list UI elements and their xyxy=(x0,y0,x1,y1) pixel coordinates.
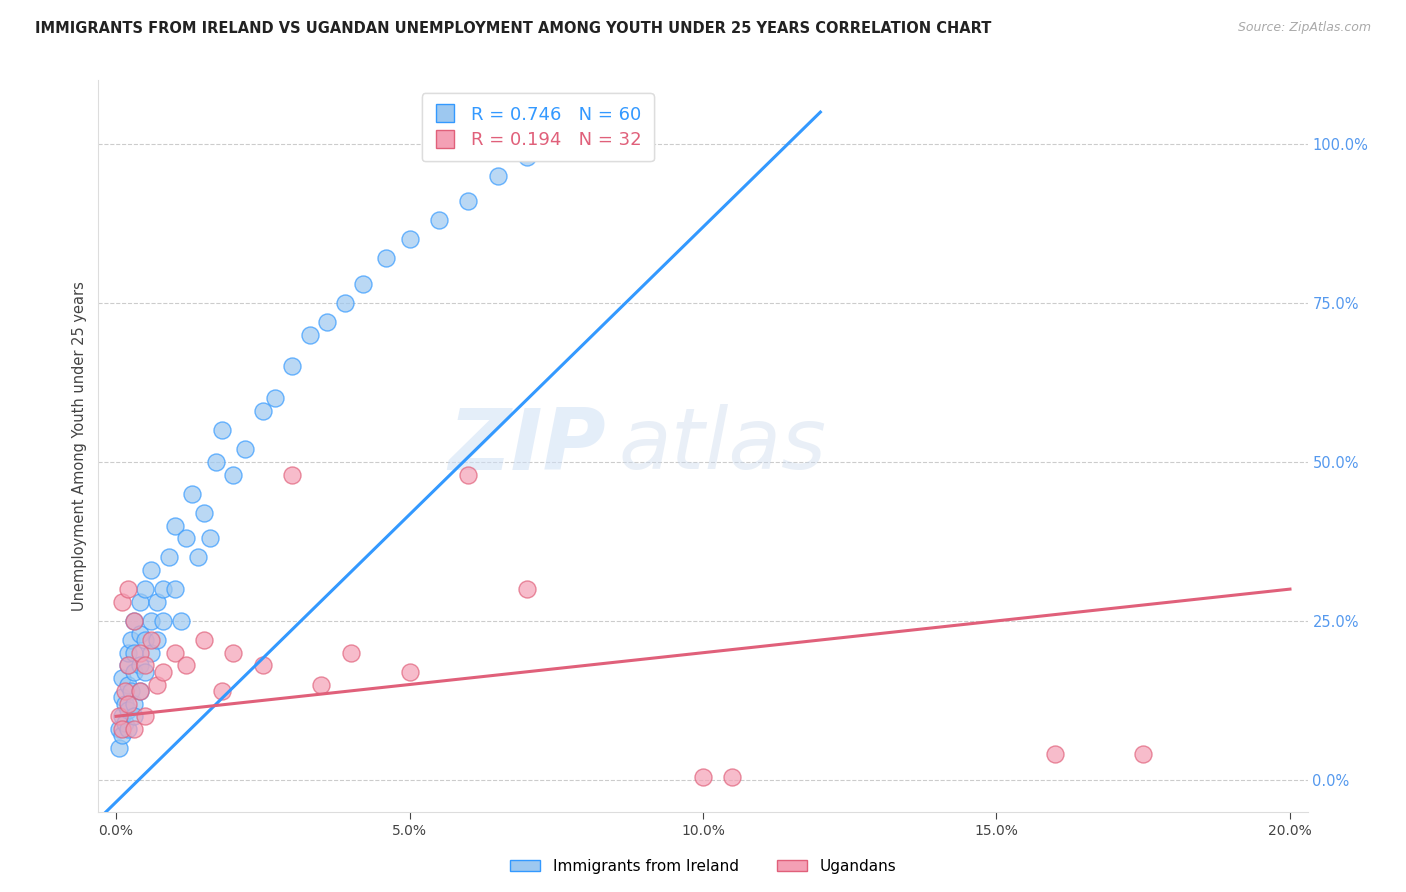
Point xyxy=(233,442,256,457)
Legend: R = 0.746   N = 60, R = 0.194   N = 32: R = 0.746 N = 60, R = 0.194 N = 32 xyxy=(422,93,654,161)
Point xyxy=(352,277,374,291)
Point xyxy=(163,646,186,660)
Point xyxy=(141,632,163,647)
Point xyxy=(152,614,174,628)
Point xyxy=(375,252,398,266)
Y-axis label: Unemployment Among Youth under 25 years: Unemployment Among Youth under 25 years xyxy=(72,281,87,611)
Point xyxy=(281,467,304,482)
Point xyxy=(117,722,139,736)
Point xyxy=(108,709,131,723)
Point xyxy=(111,690,134,705)
Point xyxy=(128,658,150,673)
Point xyxy=(134,709,156,723)
Point xyxy=(122,709,145,723)
Point xyxy=(134,658,156,673)
Point xyxy=(193,506,215,520)
Point xyxy=(1043,747,1066,762)
Point xyxy=(516,582,538,596)
Point xyxy=(176,531,198,545)
Point xyxy=(211,684,233,698)
Point xyxy=(128,684,150,698)
Point xyxy=(128,595,150,609)
Point xyxy=(114,697,136,711)
Point xyxy=(252,404,274,418)
Point xyxy=(152,582,174,596)
Point xyxy=(120,632,142,647)
Point xyxy=(117,582,139,596)
Point xyxy=(122,614,145,628)
Point xyxy=(398,665,420,679)
Point xyxy=(117,646,139,660)
Point xyxy=(486,169,509,183)
Point xyxy=(111,595,134,609)
Text: ZIP: ZIP xyxy=(449,404,606,488)
Text: IMMIGRANTS FROM IRELAND VS UGANDAN UNEMPLOYMENT AMONG YOUTH UNDER 25 YEARS CORRE: IMMIGRANTS FROM IRELAND VS UGANDAN UNEMP… xyxy=(35,21,991,36)
Point xyxy=(152,665,174,679)
Point xyxy=(211,423,233,437)
Point xyxy=(111,709,134,723)
Point xyxy=(111,671,134,685)
Point xyxy=(176,658,198,673)
Text: atlas: atlas xyxy=(619,404,827,488)
Point xyxy=(1132,747,1154,762)
Point xyxy=(198,531,221,545)
Point xyxy=(692,770,714,784)
Point xyxy=(117,703,139,717)
Point xyxy=(117,658,139,673)
Point xyxy=(316,315,339,329)
Point xyxy=(721,770,744,784)
Point xyxy=(298,327,321,342)
Point xyxy=(163,518,186,533)
Point xyxy=(122,722,145,736)
Point xyxy=(457,194,479,208)
Point xyxy=(134,665,156,679)
Point xyxy=(128,646,150,660)
Point xyxy=(117,697,139,711)
Point xyxy=(146,632,169,647)
Point xyxy=(263,392,285,406)
Text: Source: ZipAtlas.com: Source: ZipAtlas.com xyxy=(1237,21,1371,34)
Point xyxy=(108,722,131,736)
Point xyxy=(128,626,150,640)
Point xyxy=(252,658,274,673)
Point xyxy=(128,684,150,698)
Point xyxy=(157,550,180,565)
Point xyxy=(108,741,131,756)
Point xyxy=(222,646,245,660)
Point xyxy=(134,582,156,596)
Point xyxy=(398,232,420,246)
Point xyxy=(427,213,450,227)
Point xyxy=(111,722,134,736)
Point xyxy=(117,658,139,673)
Point xyxy=(281,359,304,374)
Point xyxy=(117,677,139,691)
Point xyxy=(457,467,479,482)
Point xyxy=(120,684,142,698)
Point xyxy=(146,677,169,691)
Point xyxy=(141,614,163,628)
Point xyxy=(122,697,145,711)
Legend: Immigrants from Ireland, Ugandans: Immigrants from Ireland, Ugandans xyxy=(503,853,903,880)
Point xyxy=(122,646,145,660)
Point xyxy=(163,582,186,596)
Point xyxy=(111,728,134,742)
Point xyxy=(141,646,163,660)
Point xyxy=(114,684,136,698)
Point xyxy=(204,455,226,469)
Point xyxy=(114,715,136,730)
Point xyxy=(134,632,156,647)
Point xyxy=(516,150,538,164)
Point xyxy=(181,486,204,500)
Point xyxy=(122,614,145,628)
Point xyxy=(311,677,333,691)
Point xyxy=(169,614,191,628)
Point xyxy=(122,665,145,679)
Point xyxy=(333,296,356,310)
Point xyxy=(141,563,163,577)
Point xyxy=(187,550,209,565)
Point xyxy=(340,646,363,660)
Point xyxy=(222,467,245,482)
Point xyxy=(146,595,169,609)
Point xyxy=(193,632,215,647)
